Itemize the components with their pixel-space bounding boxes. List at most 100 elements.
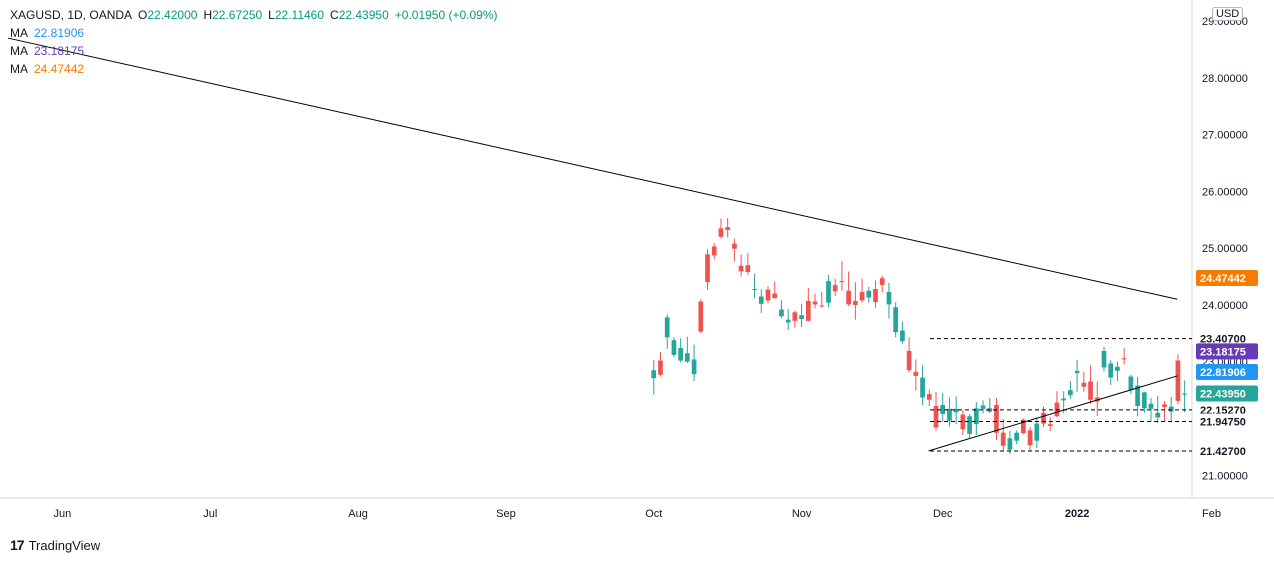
ma-value: 23.18175 (34, 44, 85, 58)
candle-body (812, 301, 818, 305)
candle-body (799, 315, 804, 320)
price-label-box (1196, 343, 1258, 360)
brand-label: TradingView (28, 537, 101, 553)
candle-body (920, 377, 925, 398)
candle-body (906, 350, 912, 371)
ma-value: 22.81906 (34, 26, 85, 40)
candle-body (866, 290, 872, 298)
price-label-text: 23.18175 (1200, 346, 1246, 358)
candle-body (671, 340, 677, 355)
candle-body (1027, 430, 1033, 446)
candle-body (926, 394, 932, 400)
trendline (7, 37, 1178, 300)
price-label-box (1196, 363, 1258, 380)
tradingview-logo[interactable]: 17 TradingView (10, 537, 100, 553)
candle-body (1088, 381, 1093, 400)
candle-body (1068, 390, 1073, 396)
price-label-box (1196, 270, 1258, 287)
candle-body (839, 281, 845, 283)
candle-body (1000, 432, 1006, 446)
candle-body (980, 405, 986, 409)
candle-body (738, 265, 744, 272)
candle-body (785, 319, 791, 323)
candle-body (1101, 350, 1107, 368)
price-label-text: 23.40700 (1200, 334, 1246, 346)
candle-body (1175, 360, 1181, 401)
candle-body (651, 370, 657, 379)
symbol-label[interactable]: XAGUSD, 1D, OANDA (10, 8, 133, 22)
price-label-box (1196, 413, 1258, 430)
ma-row-3[interactable]: MA 24.47442 (10, 60, 498, 78)
candle-body (879, 278, 885, 286)
candle-body (765, 289, 771, 301)
candle-body (758, 296, 764, 304)
x-tick-label: Sep (496, 508, 516, 520)
candle-body (1094, 397, 1100, 402)
candle-body (678, 348, 683, 361)
x-tick-label: Nov (792, 508, 812, 520)
candle-body (792, 312, 798, 321)
candle-body (967, 416, 972, 434)
y-tick-label: 21.00000 (1202, 470, 1248, 482)
candle-body (1155, 412, 1161, 418)
candle-body (1168, 406, 1174, 412)
candle-body (953, 408, 959, 413)
close-value: 22.43950 (338, 8, 389, 22)
low-label: L22.11460 (268, 8, 325, 22)
candle-body (752, 289, 757, 291)
candle-body (994, 404, 999, 433)
candle-body (826, 281, 831, 303)
candle-body (685, 353, 690, 362)
x-tick-label: Dec (933, 508, 953, 520)
ma-value: 24.47442 (34, 62, 85, 76)
candle-body (705, 254, 710, 283)
candle-body (698, 301, 704, 332)
candle-body (893, 307, 899, 333)
trendline (928, 375, 1178, 452)
candle-body (1182, 393, 1187, 395)
candle-body (960, 414, 966, 430)
tradingview-icon: 17 (10, 537, 25, 553)
y-tick-label: 24.00000 (1202, 300, 1248, 312)
price-label-text: 24.47442 (1200, 273, 1246, 285)
ma-row-1[interactable]: MA 22.81906 (10, 24, 498, 42)
candle-body (779, 309, 784, 317)
y-tick-label: 26.00000 (1202, 186, 1248, 198)
ma-label: MA (10, 62, 28, 76)
candle-body (900, 330, 905, 342)
ma-row-2[interactable]: MA 23.18175 (10, 42, 498, 60)
candle-body (973, 408, 979, 425)
candle-body (664, 317, 670, 338)
price-label-text: 21.42700 (1200, 446, 1246, 458)
open-value: 22.42000 (147, 8, 198, 22)
price-label-box (1196, 443, 1258, 460)
candle-body (853, 300, 858, 305)
candle-body (745, 265, 751, 273)
high-value: 22.67250 (212, 8, 263, 22)
candle-body (772, 293, 778, 299)
y-tick-label: 25.00000 (1202, 243, 1248, 255)
candle-body (913, 371, 919, 376)
candle-body (1047, 424, 1053, 426)
high-label: H22.67250 (203, 8, 263, 22)
candle-body (805, 300, 811, 321)
candle-body (933, 406, 939, 428)
y-tick-label: 28.00000 (1202, 73, 1248, 85)
change-value: +0.01950 (+0.09%) (394, 8, 498, 22)
low-value: 22.11460 (274, 8, 325, 22)
candle-body (691, 359, 697, 375)
close-label: C22.43950 (330, 8, 389, 22)
candle-body (940, 404, 946, 414)
candle-body (1115, 366, 1120, 371)
candle-body (1007, 438, 1013, 450)
candle-body (1148, 403, 1154, 409)
candle-body (1121, 358, 1127, 360)
x-tick-label: Aug (348, 508, 368, 520)
x-tick-label: Feb (1202, 508, 1221, 520)
currency-button[interactable]: USD (1212, 7, 1244, 21)
candle-body (658, 360, 663, 375)
candle-body (711, 246, 717, 256)
candle-body (1041, 412, 1046, 424)
open-label: O22.42000 (138, 8, 198, 22)
